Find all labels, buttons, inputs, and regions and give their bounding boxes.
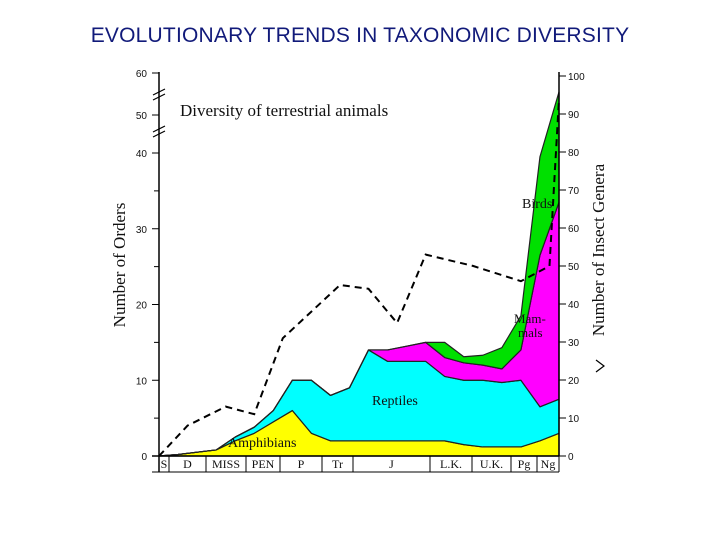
right-tick-label: 60 [568, 224, 580, 235]
period-label: MISS [212, 457, 240, 471]
left-tick-label: 20 [136, 301, 148, 312]
period-label: Tr [332, 457, 343, 471]
right-tick-label: 100 [568, 72, 585, 83]
left-tick-label: 30 [136, 225, 148, 236]
mammals-label: Mam-mals [514, 311, 546, 340]
axis-break-mark-right [595, 359, 605, 373]
axis-break-mark [152, 88, 166, 138]
period-label: PEN [252, 457, 275, 471]
right-tick-label: 50 [568, 262, 580, 273]
period-label: L.K. [440, 457, 462, 471]
y-axis-left-label: Number of Orders [110, 203, 129, 328]
left-tick-label: 10 [136, 376, 148, 387]
right-axis-ticks: 0 10 20 30 40 50 60 70 80 90 100 [559, 72, 585, 463]
right-tick-label: 40 [568, 300, 580, 311]
left-tick-label: 50 [136, 111, 148, 122]
right-tick-label: 80 [568, 148, 580, 159]
stacked-areas [158, 91, 560, 457]
period-label: Ng [541, 457, 556, 471]
left-tick-label: 40 [136, 149, 148, 160]
right-tick-label: 10 [568, 414, 580, 425]
y-axis-right-label: Number of Insect Genera [589, 163, 608, 336]
period-labels: S D MISS PEN P Tr J L.K. U.K. Pg Ng [158, 456, 560, 472]
amphibians-label: Amphibians [228, 436, 296, 451]
right-tick-label: 90 [568, 110, 580, 121]
period-label: D [183, 457, 192, 471]
chart-title: Diversity of terrestrial animals [180, 101, 388, 120]
period-label: P [298, 457, 305, 471]
period-label: S [161, 457, 168, 471]
plot-frame [152, 72, 560, 473]
reptiles-label: Reptiles [372, 394, 418, 409]
right-tick-label: 30 [568, 338, 580, 349]
period-label: U.K. [480, 457, 503, 471]
insect-genera-line [158, 98, 560, 457]
right-tick-label: 20 [568, 376, 580, 387]
left-axis-ticks: 0 10 20 30 40 50 60 [136, 69, 159, 463]
left-tick-label: 0 [141, 452, 147, 463]
right-tick-label: 70 [568, 186, 580, 197]
slide-title: EVOLUTIONARY TRENDS IN TAXONOMIC DIVERSI… [90, 24, 630, 47]
birds-label: Birds [522, 197, 552, 212]
right-tick-label: 0 [568, 452, 574, 463]
insect-genera-series [158, 98, 560, 457]
left-tick-label: 60 [136, 69, 148, 80]
period-label: J [389, 457, 394, 471]
period-label: Pg [518, 457, 531, 471]
